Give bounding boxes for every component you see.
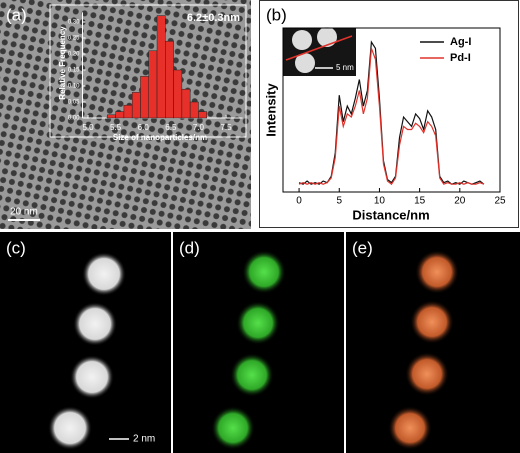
- x-axis-label: Distance/nm: [352, 207, 429, 222]
- bar: [181, 88, 191, 119]
- x-tick-label: 0: [296, 196, 302, 207]
- y-axis-label: Relative Frequency: [58, 26, 67, 100]
- particles-c: [48, 252, 126, 450]
- scale-label: 5 nm: [336, 63, 354, 72]
- x-tick-label: 5.5: [110, 123, 122, 132]
- particles-e: [388, 250, 459, 450]
- y-tick-label: 0.25: [68, 36, 80, 42]
- legend-label: Ag-I: [450, 36, 471, 48]
- plot-frame: [282, 27, 501, 193]
- panel-label: (d): [179, 238, 200, 257]
- bar: [156, 15, 166, 119]
- y-tick-label: 0.20: [68, 52, 80, 58]
- y-tick-label: 0.00: [68, 116, 80, 122]
- x-axis-label: Size of nanoparticles/nm: [113, 133, 207, 142]
- panel-label: (a): [6, 5, 27, 24]
- y-tick-label: 0.15: [68, 68, 80, 74]
- profile-line: [285, 35, 353, 61]
- x-tick-label: 20: [454, 196, 466, 207]
- bar: [107, 114, 116, 119]
- bar: [131, 92, 141, 119]
- particle: [292, 30, 312, 50]
- x-tick-label: 25: [494, 196, 506, 207]
- x-tick-label: 6.0: [138, 123, 150, 132]
- line-series: [298, 48, 485, 186]
- bar: [115, 111, 125, 119]
- y-tick-label: 0.10: [68, 84, 80, 90]
- panel-label: (c): [6, 238, 26, 257]
- x-tick-label: 15: [414, 196, 426, 207]
- x-tick-label: 7.0: [193, 123, 205, 132]
- bar: [123, 104, 133, 119]
- x-tick-label: 6.5: [165, 123, 177, 132]
- particle: [317, 27, 337, 47]
- bar: [165, 40, 174, 119]
- particles-d: [211, 250, 286, 450]
- legend-label: Pd-I: [450, 52, 471, 64]
- inset-frame: [49, 4, 247, 138]
- bar: [173, 69, 183, 119]
- x-tick-label: 10: [374, 196, 386, 207]
- x-tick-label: 7.5: [220, 123, 232, 132]
- panel-label: (b): [266, 5, 287, 24]
- y-axis-label: Intensity: [263, 83, 278, 137]
- y-tick-label: 0.30: [68, 20, 80, 26]
- x-tick-label: 5.0: [82, 123, 94, 132]
- x-tick-label: 5: [336, 196, 342, 207]
- bar: [148, 50, 158, 119]
- annotation: 6.2±0.3nm: [187, 12, 240, 24]
- bar: [140, 76, 149, 119]
- panel-label: (e): [352, 238, 373, 257]
- bar: [198, 111, 207, 119]
- y-tick-label: 0.05: [68, 100, 80, 106]
- scale-label: 20 nm: [10, 207, 38, 218]
- bar: [189, 101, 199, 119]
- scale-label: 2 nm: [133, 434, 155, 445]
- particle: [295, 53, 315, 73]
